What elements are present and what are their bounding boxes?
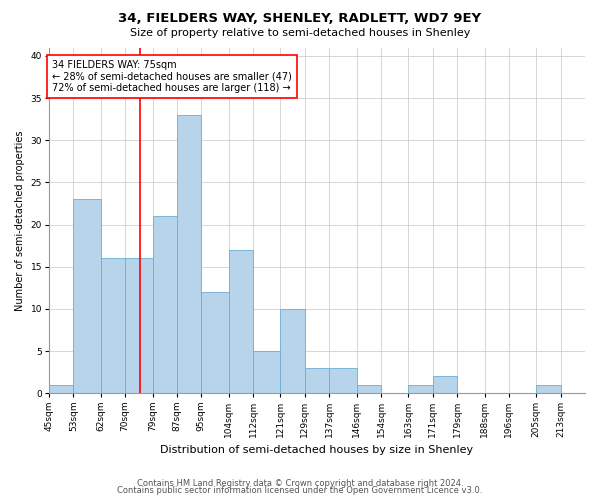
Bar: [49, 385, 73, 394]
Bar: [305, 368, 329, 394]
Bar: [201, 292, 229, 394]
Text: 34 FIELDERS WAY: 75sqm
← 28% of semi-detached houses are smaller (47)
72% of sem: 34 FIELDERS WAY: 75sqm ← 28% of semi-det…: [52, 60, 292, 94]
Bar: [356, 385, 381, 394]
Bar: [125, 258, 152, 394]
Text: Contains HM Land Registry data © Crown copyright and database right 2024.: Contains HM Land Registry data © Crown c…: [137, 478, 463, 488]
Bar: [152, 216, 177, 394]
Bar: [229, 250, 253, 394]
Text: Contains public sector information licensed under the Open Government Licence v3: Contains public sector information licen…: [118, 486, 482, 495]
Bar: [101, 258, 125, 394]
Bar: [409, 385, 433, 394]
Bar: [433, 376, 457, 394]
Y-axis label: Number of semi-detached properties: Number of semi-detached properties: [15, 130, 25, 310]
X-axis label: Distribution of semi-detached houses by size in Shenley: Distribution of semi-detached houses by …: [160, 445, 473, 455]
Text: 34, FIELDERS WAY, SHENLEY, RADLETT, WD7 9EY: 34, FIELDERS WAY, SHENLEY, RADLETT, WD7 …: [118, 12, 482, 26]
Bar: [73, 200, 101, 394]
Bar: [280, 309, 305, 394]
Bar: [329, 368, 356, 394]
Text: Size of property relative to semi-detached houses in Shenley: Size of property relative to semi-detach…: [130, 28, 470, 38]
Bar: [177, 115, 201, 394]
Bar: [253, 351, 280, 394]
Bar: [536, 385, 560, 394]
